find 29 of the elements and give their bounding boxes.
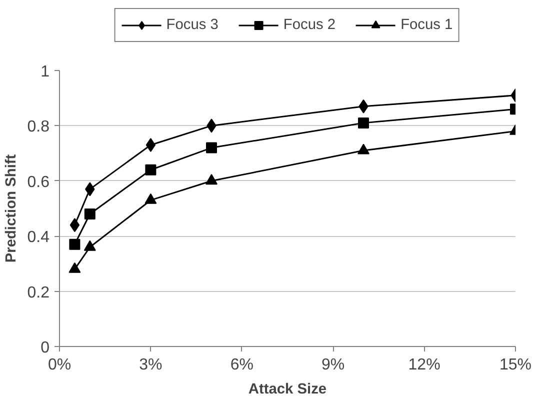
x-tick-label: 0% — [48, 356, 72, 374]
point — [84, 240, 96, 251]
point — [69, 238, 80, 250]
x-tick-label: 12% — [408, 356, 440, 374]
y-tick-label: 0.4 — [27, 229, 50, 246]
y-tick-label: 0.8 — [27, 118, 50, 136]
legend-label: Focus 3 — [166, 17, 218, 33]
point — [206, 142, 217, 154]
y-tick-label: 0 — [40, 340, 50, 356]
y-axis-title: Prediction Shift — [3, 154, 20, 263]
y-tick-label: 0.6 — [27, 174, 50, 191]
y-tick-label: 0.2 — [27, 284, 50, 302]
point — [358, 144, 370, 154]
point — [206, 174, 218, 185]
x-tick-label: 3% — [139, 356, 162, 374]
y-tick-label: 1 — [40, 64, 50, 80]
legend-label: Focus 2 — [283, 17, 336, 33]
x-axis-title: Attack Size — [248, 382, 327, 398]
legend-label: Focus 1 — [400, 17, 453, 33]
point — [70, 218, 80, 232]
point — [144, 193, 157, 204]
point — [146, 138, 156, 152]
x-tick-label: 6% — [230, 356, 254, 374]
x-tick-label: 9% — [322, 356, 345, 374]
point — [68, 262, 81, 273]
point — [358, 117, 369, 128]
point — [84, 208, 96, 220]
x-tick-label: 15% — [499, 356, 532, 374]
point — [145, 164, 156, 176]
